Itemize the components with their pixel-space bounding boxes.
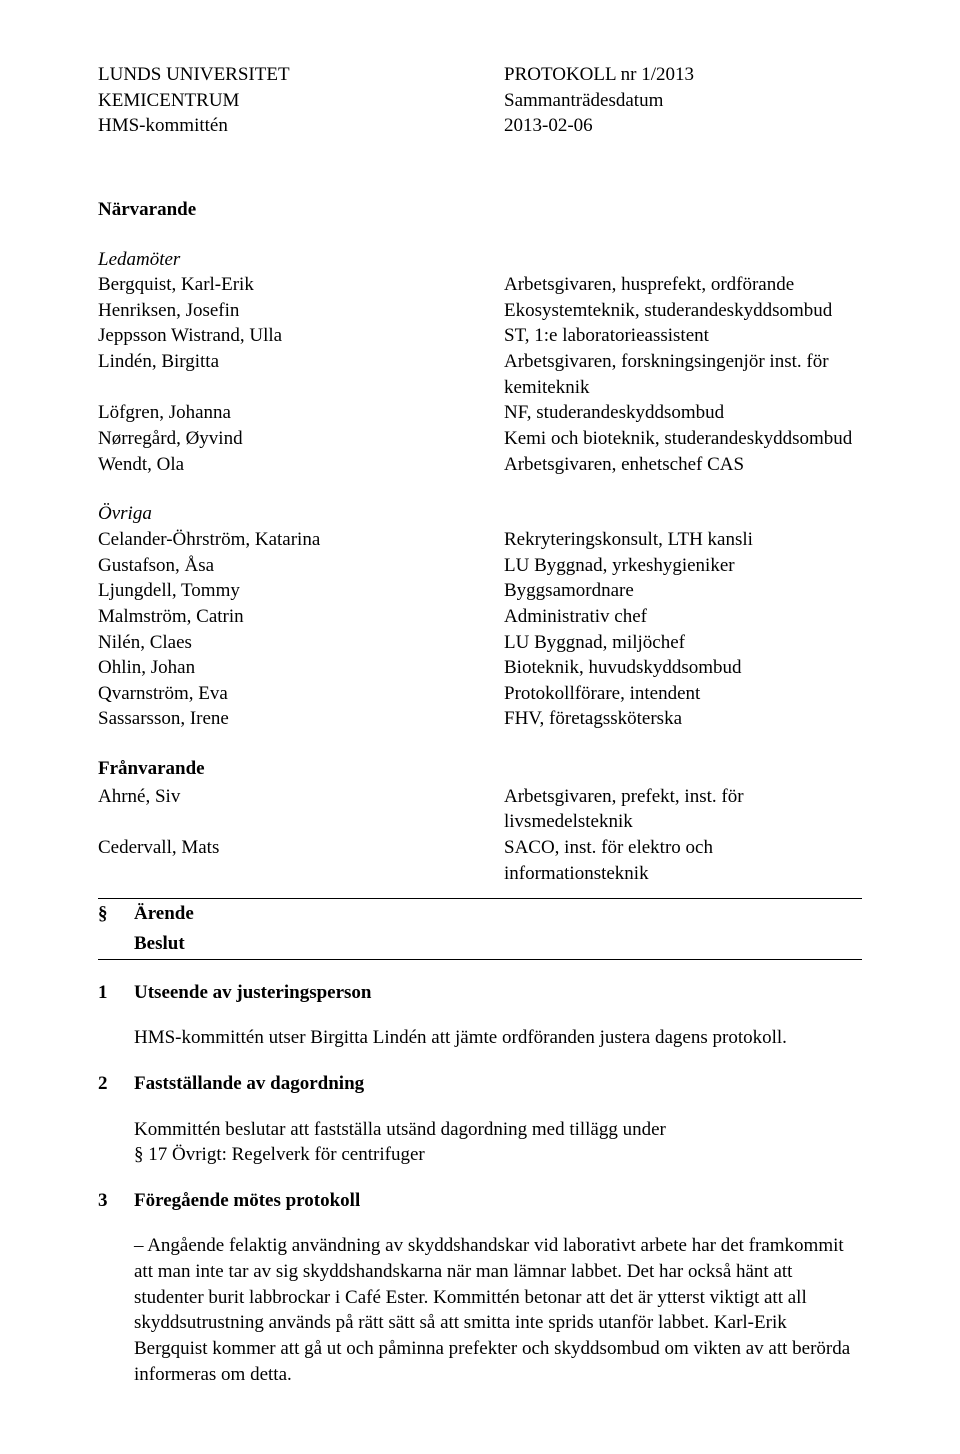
ledamoter-heading: Ledamöter	[98, 247, 862, 273]
agenda-item: 3 Föregående mötes protokoll	[98, 1188, 862, 1214]
agenda-item-number: 3	[98, 1188, 134, 1214]
meeting-date: 2013-02-06	[504, 113, 862, 139]
document-header: LUNDS UNIVERSITET KEMICENTRUM HMS-kommit…	[98, 62, 862, 139]
divider-line	[98, 959, 862, 960]
ledamoter-row: Löfgren, Johanna NF, studerandeskyddsomb…	[98, 400, 862, 426]
agenda-item-number: 1	[98, 980, 134, 1006]
ovriga-row: Qvarnström, Eva Protokollförare, intende…	[98, 681, 862, 707]
org-line-3: HMS-kommittén	[98, 113, 456, 139]
person-name: Lindén, Birgitta	[98, 349, 456, 400]
ledamoter-row: Wendt, Ola Arbetsgivaren, enhetschef CAS	[98, 452, 862, 478]
agenda-spacer	[98, 1213, 134, 1387]
person-name: Löfgren, Johanna	[98, 400, 456, 426]
person-role: LU Byggnad, miljöchef	[456, 630, 862, 656]
ovriga-row: Ljungdell, Tommy Byggsamordnare	[98, 578, 862, 604]
person-role: Byggsamordnare	[456, 578, 862, 604]
agenda-section-mark: §	[98, 901, 134, 927]
person-name: Henriksen, Josefin	[98, 298, 456, 324]
person-role: Arbetsgivaren, forskningsingenjör inst. …	[456, 349, 862, 400]
spacer	[98, 225, 862, 247]
doc-id: PROTOKOLL nr 1/2013	[504, 62, 862, 88]
franvarande-row: Cedervall, Mats SACO, inst. för elektro …	[98, 835, 862, 886]
agenda-item-body: – Angående felaktig användning av skydds…	[134, 1233, 862, 1387]
person-name: Sassarsson, Irene	[98, 706, 456, 732]
agenda-item-body: Kommittén beslutar att fastställa utsänd…	[134, 1117, 862, 1168]
person-name: Nørregård, Øyvind	[98, 426, 456, 452]
person-name: Wendt, Ola	[98, 452, 456, 478]
agenda-item-body-row: HMS-kommittén utser Birgitta Lindén att …	[98, 1005, 862, 1051]
ovriga-row: Sassarsson, Irene FHV, företagssköterska	[98, 706, 862, 732]
org-line-2: KEMICENTRUM	[98, 88, 456, 114]
person-role: Administrativ chef	[456, 604, 862, 630]
ovriga-row: Ohlin, Johan Bioteknik, huvudskyddsombud	[98, 655, 862, 681]
franvarande-heading: Frånvarande	[98, 756, 862, 782]
person-role: Arbetsgivaren, enhetschef CAS	[456, 452, 862, 478]
person-name: Nilén, Claes	[98, 630, 456, 656]
person-role: Bioteknik, huvudskyddsombud	[456, 655, 862, 681]
agenda-item-body: HMS-kommittén utser Birgitta Lindén att …	[134, 1025, 862, 1051]
narvarande-heading: Närvarande	[98, 197, 862, 223]
ledamoter-row: Lindén, Birgitta Arbetsgivaren, forsknin…	[98, 349, 862, 400]
agenda-item-body-row: – Angående felaktig användning av skydds…	[98, 1213, 862, 1387]
ovriga-row: Celander-Öhrström, Katarina Rekryterings…	[98, 527, 862, 553]
person-name: Malmström, Catrin	[98, 604, 456, 630]
agenda-arende-label: Ärende	[134, 901, 862, 927]
person-role: Arbetsgivaren, husprefekt, ordförande	[456, 272, 862, 298]
person-name: Ahrné, Siv	[98, 784, 456, 835]
person-role: Ekosystemteknik, studerandeskyddsombud	[456, 298, 862, 324]
ovriga-row: Malmström, Catrin Administrativ chef	[98, 604, 862, 630]
ledamoter-row: Nørregård, Øyvind Kemi och bioteknik, st…	[98, 426, 862, 452]
person-name: Jeppsson Wistrand, Ulla	[98, 323, 456, 349]
agenda-item-title: Föregående mötes protokoll	[134, 1188, 862, 1214]
meeting-label: Sammanträdesdatum	[504, 88, 862, 114]
ledamoter-row: Henriksen, Josefin Ekosystemteknik, stud…	[98, 298, 862, 324]
agenda-heading-row: § Ärende	[98, 899, 862, 929]
ovriga-row: Nilén, Claes LU Byggnad, miljöchef	[98, 630, 862, 656]
agenda-spacer	[98, 1005, 134, 1051]
agenda-header: § Ärende Beslut	[98, 898, 862, 959]
person-role: Kemi och bioteknik, studerandeskyddsombu…	[456, 426, 862, 452]
person-name: Qvarnström, Eva	[98, 681, 456, 707]
header-right: PROTOKOLL nr 1/2013 Sammanträdesdatum 20…	[456, 62, 862, 139]
agenda-item-title: Utseende av justeringsperson	[134, 980, 862, 1006]
person-name: Ohlin, Johan	[98, 655, 456, 681]
ledamoter-row: Jeppsson Wistrand, Ulla ST, 1:e laborato…	[98, 323, 862, 349]
person-role: ST, 1:e laboratorieassistent	[456, 323, 862, 349]
person-name: Celander-Öhrström, Katarina	[98, 527, 456, 553]
person-name: Bergquist, Karl-Erik	[98, 272, 456, 298]
franvarande-block: Frånvarande Ahrné, Siv Arbetsgivaren, pr…	[98, 756, 862, 886]
agenda-beslut-label: Beslut	[134, 931, 862, 957]
ledamoter-row: Bergquist, Karl-Erik Arbetsgivaren, husp…	[98, 272, 862, 298]
agenda-item-title: Fastställande av dagordning	[134, 1071, 862, 1097]
franvarande-row: Ahrné, Siv Arbetsgivaren, prefekt, inst.…	[98, 784, 862, 835]
person-role: Protokollförare, intendent	[456, 681, 862, 707]
agenda-heading-row2: Beslut	[98, 929, 862, 959]
agenda-item-body-row: Kommittén beslutar att fastställa utsänd…	[98, 1097, 862, 1168]
person-role: LU Byggnad, yrkeshygieniker	[456, 553, 862, 579]
agenda-item: 2 Fastställande av dagordning	[98, 1071, 862, 1097]
header-left: LUNDS UNIVERSITET KEMICENTRUM HMS-kommit…	[98, 62, 456, 139]
person-name: Gustafson, Åsa	[98, 553, 456, 579]
person-role: Rekryteringskonsult, LTH kansli	[456, 527, 862, 553]
agenda-item: 1 Utseende av justeringsperson	[98, 980, 862, 1006]
ovriga-block: Övriga Celander-Öhrström, Katarina Rekry…	[98, 501, 862, 732]
person-role: Arbetsgivaren, prefekt, inst. för livsme…	[456, 784, 862, 835]
ovriga-heading: Övriga	[98, 501, 862, 527]
agenda-item-number: 2	[98, 1071, 134, 1097]
agenda-spacer	[98, 1097, 134, 1168]
person-role: FHV, företagssköterska	[456, 706, 862, 732]
person-role: SACO, inst. för elektro och informations…	[456, 835, 862, 886]
agenda-spacer	[98, 931, 134, 959]
org-line-1: LUNDS UNIVERSITET	[98, 62, 456, 88]
attendance-block: Närvarande Ledamöter Bergquist, Karl-Eri…	[98, 197, 862, 477]
person-name: Ljungdell, Tommy	[98, 578, 456, 604]
person-role: NF, studerandeskyddsombud	[456, 400, 862, 426]
person-name: Cedervall, Mats	[98, 835, 456, 886]
ovriga-row: Gustafson, Åsa LU Byggnad, yrkeshygienik…	[98, 553, 862, 579]
